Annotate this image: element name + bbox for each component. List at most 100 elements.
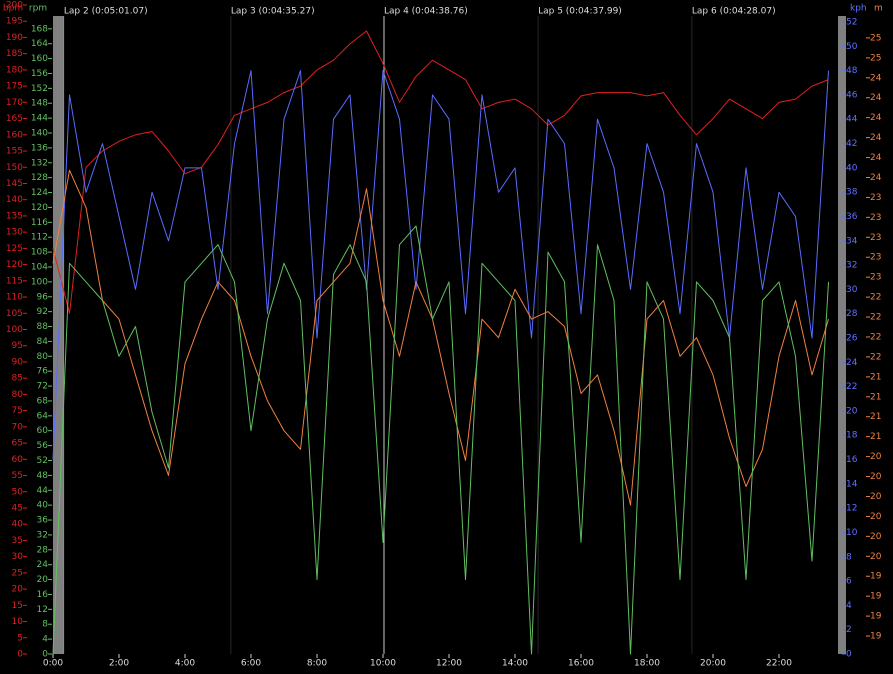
y-tick-label: 24 bbox=[870, 73, 882, 83]
y-tick-label: 24 bbox=[870, 133, 882, 143]
y-tick-label: 175 bbox=[6, 82, 23, 92]
y-tick-label: 160 bbox=[31, 54, 48, 64]
y-tick-label: 65 bbox=[12, 439, 23, 449]
y-tick-label: 40 bbox=[37, 501, 49, 511]
y-tick-label: 20 bbox=[846, 406, 858, 416]
y-tick-label: 34 bbox=[846, 236, 858, 246]
y-tick-label: 90 bbox=[12, 357, 24, 367]
y-tick-label: 25 bbox=[12, 568, 23, 578]
y-tick-label: 120 bbox=[6, 260, 23, 270]
y-tick-label: 145 bbox=[6, 179, 23, 189]
y-tick-label: 75 bbox=[12, 406, 23, 416]
x-tick-label: 6:00 bbox=[241, 659, 261, 669]
y-tick-label: 92 bbox=[37, 307, 48, 317]
y-tick-label: 22 bbox=[870, 352, 881, 362]
y-tick-label: 44 bbox=[846, 115, 858, 125]
y-tick-label: 20 bbox=[870, 472, 882, 482]
y-tick-label: 22 bbox=[870, 332, 881, 342]
x-tick-label: 18:00 bbox=[634, 659, 660, 669]
y-tick-label: 10 bbox=[846, 528, 858, 538]
y-tick-label: 19 bbox=[870, 592, 882, 602]
y-tick-label: 40 bbox=[846, 163, 858, 173]
y-tick-label: 24 bbox=[870, 113, 882, 123]
y-tick-label: 4 bbox=[846, 601, 852, 611]
y-tick-label: 60 bbox=[37, 426, 49, 436]
y-tick-label: 110 bbox=[6, 293, 23, 303]
y-tick-label: 190 bbox=[6, 33, 23, 43]
y-tick-label: 24 bbox=[846, 358, 858, 368]
y-tick-label: 2 bbox=[846, 625, 852, 635]
lap-label: Lap 2 (0:05:01.07) bbox=[64, 7, 148, 17]
y-tick-label: 130 bbox=[6, 228, 23, 238]
y-tick-label: 140 bbox=[6, 195, 23, 205]
y-tick-label: 10 bbox=[12, 617, 24, 627]
y-tick-label: 38 bbox=[846, 188, 858, 198]
y-tick-label: 4 bbox=[42, 635, 48, 645]
y-tick-label: 6 bbox=[846, 577, 852, 587]
y-tick-label: 70 bbox=[12, 422, 24, 432]
y-tick-label: 100 bbox=[31, 277, 48, 287]
x-tick-label: 10:00 bbox=[370, 659, 396, 669]
x-tick-label: 2:00 bbox=[109, 659, 129, 669]
y-tick-label: 112 bbox=[31, 233, 48, 243]
x-tick-label: 16:00 bbox=[568, 659, 594, 669]
y-tick-label: 125 bbox=[6, 244, 23, 254]
y-tick-label: 30 bbox=[12, 552, 24, 562]
y-tick-label: 170 bbox=[6, 98, 23, 108]
y-tick-label: 80 bbox=[12, 390, 24, 400]
y-tick-label: 164 bbox=[31, 39, 48, 49]
y-tick-label: 40 bbox=[12, 520, 24, 530]
y-tick-label: 16 bbox=[37, 590, 49, 600]
y-tick-label: 19 bbox=[870, 632, 882, 642]
y-tick-label: 32 bbox=[37, 530, 48, 540]
y-tick-label: 20 bbox=[12, 585, 24, 595]
y-tick-label: 135 bbox=[6, 211, 23, 221]
y-tick-label: 165 bbox=[6, 114, 23, 124]
y-tick-label: 84 bbox=[37, 337, 49, 347]
y-tick-label: 96 bbox=[37, 292, 49, 302]
y-tick-label: 104 bbox=[31, 262, 48, 272]
y-tick-label: 48 bbox=[37, 471, 49, 481]
y-tick-label: 128 bbox=[31, 173, 48, 183]
y-tick-label: 20 bbox=[870, 532, 882, 542]
y-tick-label: 25 bbox=[870, 53, 881, 63]
y-tick-label: 185 bbox=[6, 49, 23, 59]
y-tick-label: 76 bbox=[37, 367, 49, 377]
y-tick-label: 180 bbox=[6, 65, 23, 75]
y-tick-label: 0 bbox=[846, 650, 852, 660]
y-tick-label: 85 bbox=[12, 374, 23, 384]
y-tick-label: 21 bbox=[870, 392, 881, 402]
y-tick-label: 132 bbox=[31, 158, 48, 168]
y-tick-label: 24 bbox=[870, 153, 882, 163]
y-tick-label: 160 bbox=[6, 130, 23, 140]
y-tick-label: 30 bbox=[846, 285, 858, 295]
y-tick-label: 48 bbox=[846, 66, 858, 76]
y-tick-label: 64 bbox=[37, 411, 49, 421]
y-tick-label: 19 bbox=[870, 572, 882, 582]
y-tick-label: 200 bbox=[6, 1, 23, 11]
y-tick-label: 120 bbox=[31, 203, 48, 213]
x-tick-label: 12:00 bbox=[436, 659, 462, 669]
y-tick-label: 152 bbox=[31, 84, 48, 94]
y-tick-label: 155 bbox=[6, 147, 23, 157]
lap-label: Lap 3 (0:04:35.27) bbox=[231, 7, 315, 17]
y-tick-label: 8 bbox=[846, 552, 852, 562]
y-tick-label: 156 bbox=[31, 69, 48, 79]
y-tick-label: 105 bbox=[6, 309, 23, 319]
y-tick-label: 140 bbox=[31, 129, 48, 139]
y-tick-label: 80 bbox=[37, 352, 49, 362]
y-tick-label: 24 bbox=[37, 560, 49, 570]
y-tick-label: 36 bbox=[846, 212, 858, 222]
y-tick-label: 68 bbox=[37, 396, 49, 406]
y-tick-label: 8 bbox=[42, 620, 48, 630]
series-line bbox=[52, 225, 829, 655]
y-tick-label: 22 bbox=[846, 382, 857, 392]
y-tick-label: 56 bbox=[37, 441, 49, 451]
x-tick-label: 22:00 bbox=[766, 659, 792, 669]
y-tick-label: 72 bbox=[37, 382, 48, 392]
y-tick-label: 124 bbox=[31, 188, 48, 198]
y-tick-label: 14 bbox=[846, 479, 858, 489]
y-tick-label: 16 bbox=[846, 455, 858, 465]
axis-unit: kph bbox=[850, 4, 867, 14]
